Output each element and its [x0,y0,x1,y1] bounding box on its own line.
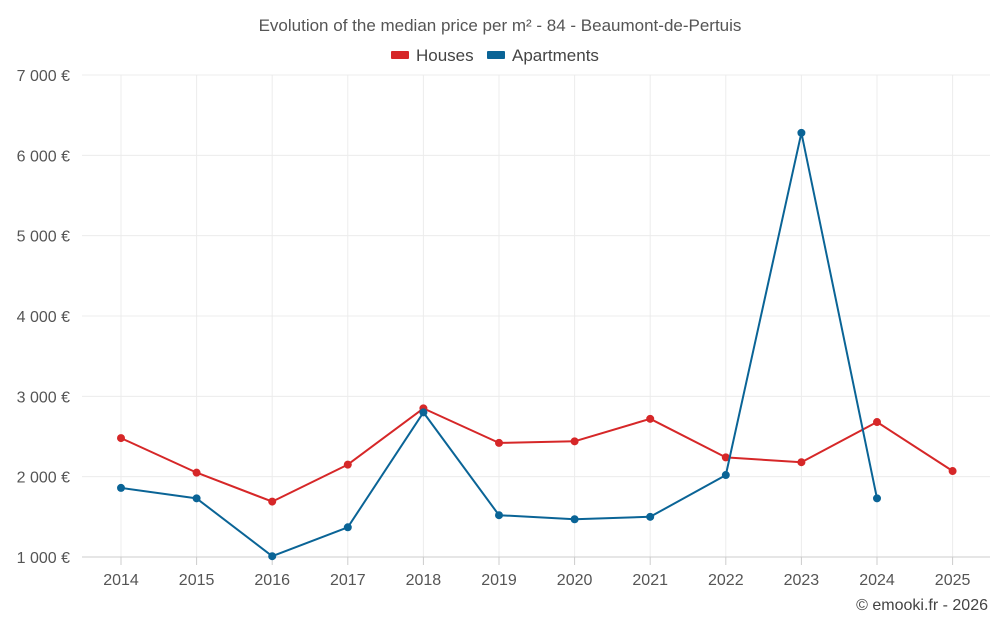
data-point-houses[interactable] [343,460,352,469]
data-point-apartments[interactable] [495,511,503,520]
data-point-houses[interactable] [117,434,125,443]
x-tick-label: 2021 [632,572,668,589]
data-point-houses[interactable] [268,497,277,506]
y-tick-label: 4 000 € [17,309,70,326]
data-point-houses[interactable] [192,468,201,477]
legend-item-houses[interactable]: Houses [391,46,474,65]
x-tick-label: 2015 [179,572,215,589]
data-point-houses[interactable] [721,453,730,462]
legend-label-apartments: Apartments [512,46,599,65]
data-point-apartments[interactable] [721,471,730,480]
x-tick-label: 2025 [935,572,971,589]
x-tick-label: 2022 [708,572,744,589]
data-point-apartments[interactable] [117,483,125,492]
data-point-apartments[interactable] [192,494,201,503]
chart-title: Evolution of the median price per m² - 8… [259,16,742,35]
x-tick-label: 2023 [784,572,820,589]
data-point-houses[interactable] [873,418,881,427]
y-tick-label: 5 000 € [17,229,70,246]
axes: 1 000 € 2 000 € 3 000 € 4 000 € 5 000 € 6 000… [17,68,990,589]
x-tick-label: 2019 [481,572,517,589]
legend-swatch-apartments [487,51,505,59]
data-point-apartments[interactable] [646,512,655,521]
series [117,128,957,561]
legend-item-apartments[interactable]: Apartments [487,46,599,65]
data-point-apartments[interactable] [268,552,277,561]
data-point-apartments[interactable] [419,408,428,417]
x-tick-label: 2016 [254,572,290,589]
x-tick-label: 2018 [406,572,442,589]
series-line-houses [120,407,954,503]
x-tick-label: 2020 [557,572,593,589]
credit-text: © emooki.fr - 2026 [856,597,988,614]
data-point-houses[interactable] [495,438,503,447]
data-point-apartments[interactable] [873,494,881,503]
y-tick-label: 7 000 € [17,68,70,85]
grid [82,74,990,557]
data-point-apartments[interactable] [570,515,579,524]
y-tick-label: 1 000 € [17,550,70,567]
y-tick-label: 2 000 € [17,470,70,487]
y-tick-label: 6 000 € [17,148,70,165]
legend-swatch-houses [391,51,409,59]
data-point-houses[interactable] [646,414,655,423]
legend: Houses Apartments [391,46,599,65]
x-tick-label: 2024 [859,572,895,589]
legend-label-houses: Houses [416,46,474,65]
data-point-apartments[interactable] [343,523,352,532]
x-tick-label: 2017 [330,572,366,589]
data-point-houses[interactable] [570,437,579,446]
x-tick-label: 2014 [103,572,139,589]
y-tick-label: 3 000 € [17,389,70,406]
data-point-apartments[interactable] [797,128,806,137]
data-point-houses[interactable] [948,467,957,476]
data-point-houses[interactable] [797,458,806,467]
